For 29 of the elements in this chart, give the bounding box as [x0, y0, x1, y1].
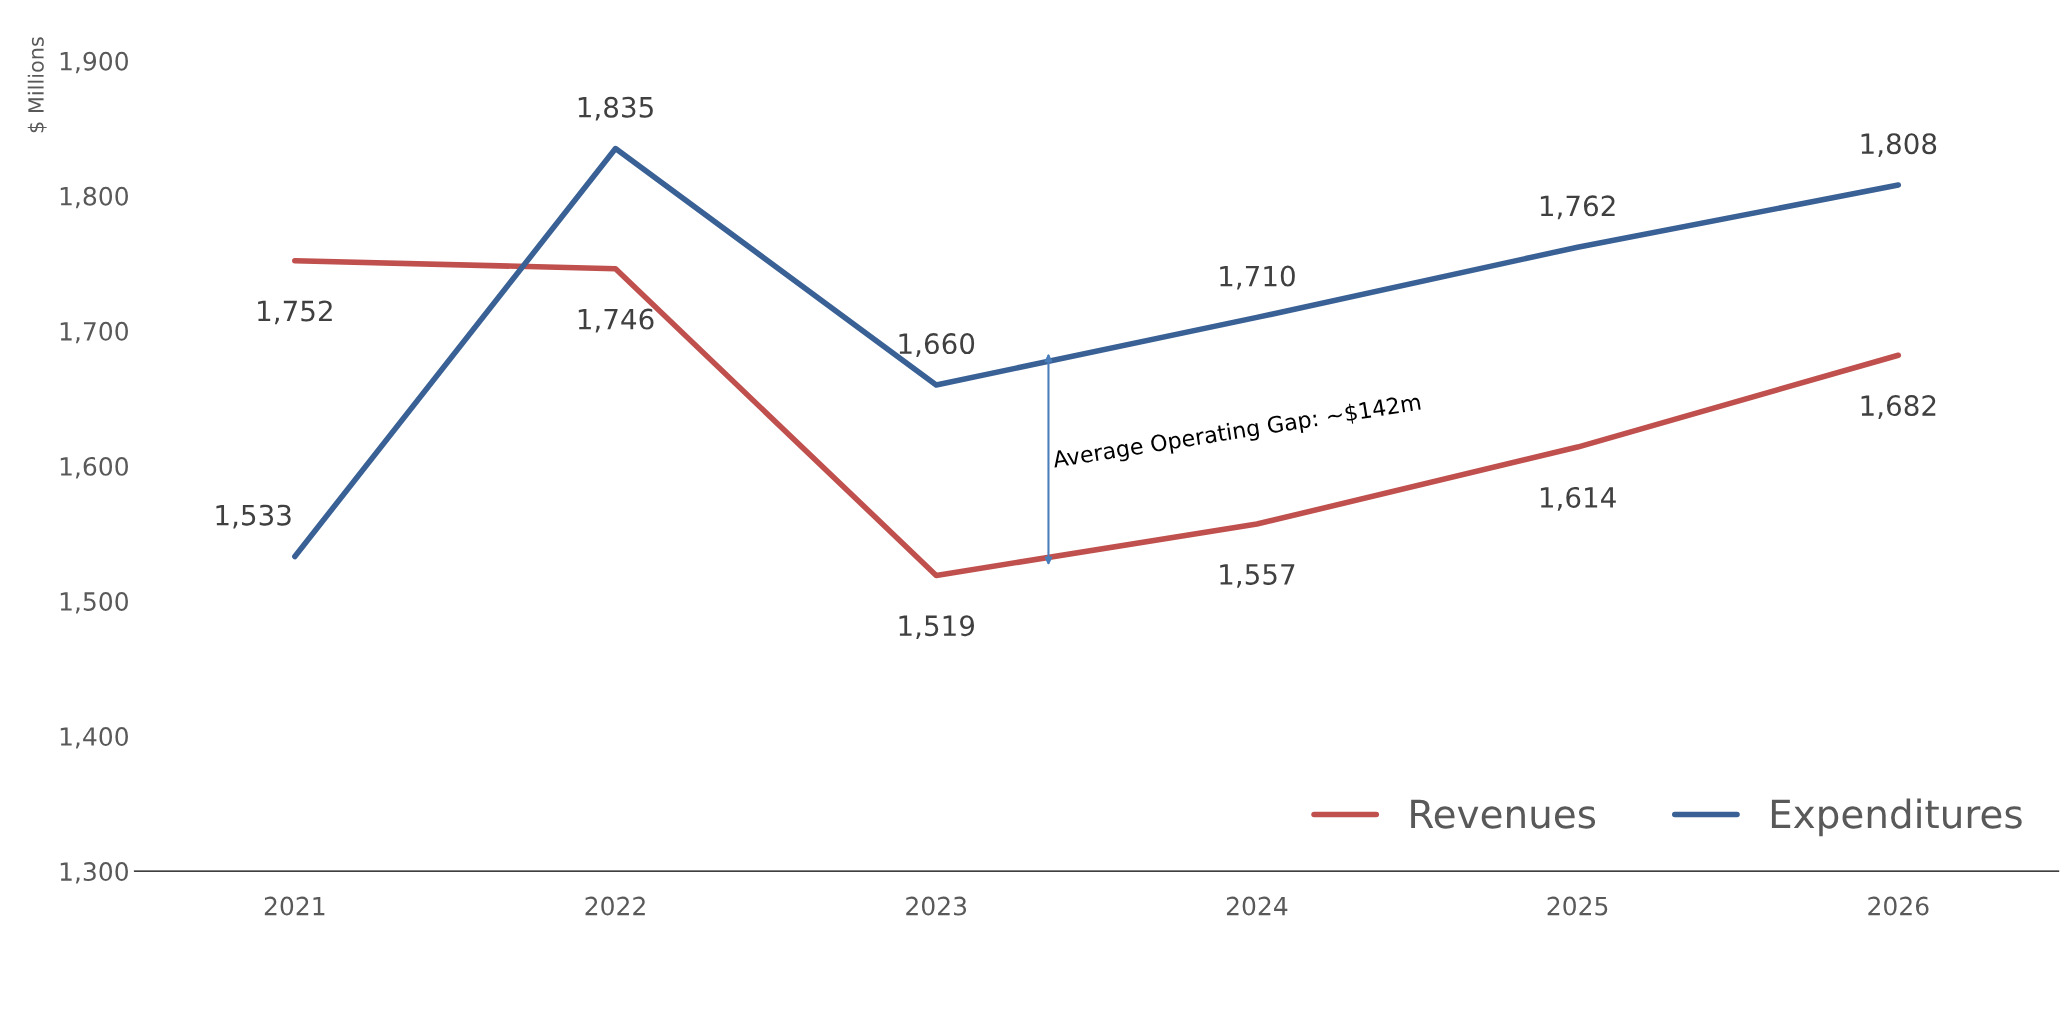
data-label: 1,660	[899, 333, 975, 357]
y-tick-label: 1,800	[60, 186, 128, 209]
y-tick-label: 1,400	[60, 727, 128, 749]
annotation: Average Operating Gap: ~$142m	[1051, 392, 1422, 473]
y-tick-label: 1,900	[60, 51, 128, 74]
x-tick-label: 2025	[1547, 896, 1608, 916]
y-tick-label: 1,300	[60, 862, 128, 884]
data-label: 1,835	[578, 96, 653, 121]
data-label: 1,557	[1220, 564, 1295, 588]
x-tick-label: 2022	[585, 896, 645, 916]
y-tick-label: 1,500	[60, 591, 128, 614]
y-tick-label: 1,700	[60, 321, 128, 344]
data-label: 1,762	[1540, 195, 1615, 220]
data-label: 1,519	[899, 615, 975, 640]
x-tick-label: 2024	[1226, 896, 1288, 916]
x-tick-label: 2026	[1868, 896, 1929, 916]
x-tick-label: 2023	[906, 896, 967, 916]
data-label: 1,752	[258, 300, 332, 325]
data-label: 1,533	[216, 504, 291, 529]
data-label: 1,710	[1220, 265, 1295, 290]
x-tick-label: 2021	[264, 896, 325, 916]
legend-label: Revenues	[1411, 799, 1596, 829]
data-label: 1,808	[1861, 133, 1937, 158]
legend-label: Expenditures	[1771, 798, 2022, 837]
y-tick-label: 1,600	[60, 456, 128, 479]
data-label: 1,746	[578, 308, 654, 333]
data-label: 1,614	[1540, 486, 1616, 511]
data-label: 1,682	[1861, 395, 1936, 419]
y-axis-title: $ Millions	[27, 37, 47, 133]
